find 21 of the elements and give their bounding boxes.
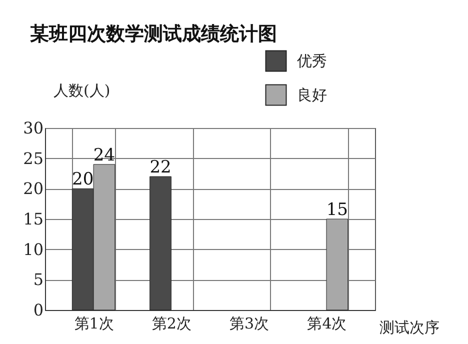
x-tick-label: 第4次 [307,314,347,332]
x-tick-label: 第3次 [230,314,270,332]
chart-title: 某班四次数学测试成绩统计图 [30,23,277,45]
y-tick-label: 10 [23,240,44,259]
y-tick-label: 25 [23,148,44,168]
y-tick-label: 15 [23,210,44,228]
data-label: 15 [326,200,348,220]
y-axis-title: 人数(人) [54,82,110,100]
y-tick-label: 5 [33,270,44,290]
x-tick-label: 第2次 [152,314,192,332]
x-tick-label: 第1次 [74,314,114,332]
data-label: 20 [72,170,94,190]
data-label: 22 [150,158,172,178]
bar [326,218,348,310]
y-tick-label: 0 [33,300,44,320]
legend-label: 良好 [297,86,327,104]
bar [150,176,172,310]
y-tick-label: 20 [23,179,44,198]
x-axis-title: 测试次序 [380,318,440,336]
y-tick-label: 30 [23,118,44,138]
legend-label: 优秀 [297,52,327,70]
